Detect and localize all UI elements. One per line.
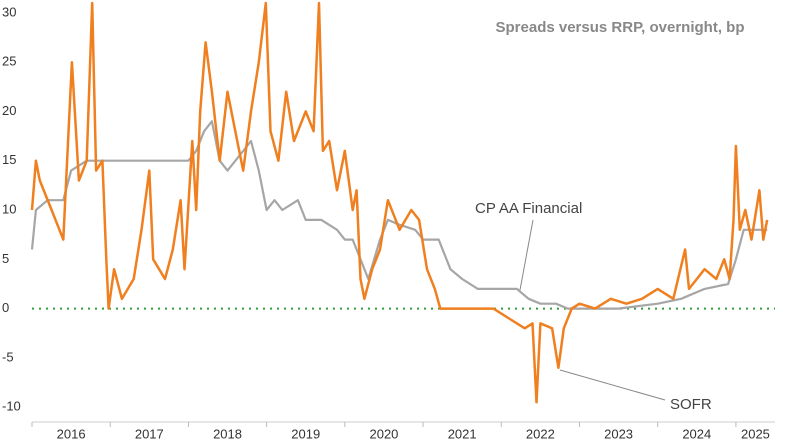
y-tick-label: 5 — [2, 251, 9, 266]
y-tick-label: 10 — [2, 201, 16, 216]
chart-title: Spreads versus RRP, overnight, bp — [496, 19, 745, 36]
y-tick-label: 20 — [2, 103, 16, 118]
x-tick-label: 2025 — [741, 426, 770, 441]
leader-line — [519, 219, 534, 291]
x-tick-label: 2021 — [448, 426, 477, 441]
series-label: SOFR — [670, 396, 712, 413]
x-tick-label: 2018 — [213, 426, 242, 441]
y-tick-label: -5 — [2, 349, 14, 364]
y-tick-label: 30 — [2, 4, 16, 19]
x-tick-label: 2020 — [369, 426, 398, 441]
x-tick-label: 2019 — [291, 426, 320, 441]
y-tick-label: -10 — [2, 399, 21, 414]
series-line — [30, 1, 769, 404]
x-tick-label: 2022 — [526, 426, 555, 441]
x-tick-label: 2023 — [604, 426, 633, 441]
x-tick-label: 2017 — [135, 426, 164, 441]
leader-line — [559, 369, 666, 401]
y-tick-label: 0 — [2, 300, 9, 315]
x-tick-label: 2024 — [682, 426, 711, 441]
series-label: CP AA Financial — [475, 200, 582, 217]
y-tick-label: 25 — [2, 54, 16, 69]
y-tick-label: 15 — [2, 152, 16, 167]
x-tick-label: 2016 — [57, 426, 86, 441]
